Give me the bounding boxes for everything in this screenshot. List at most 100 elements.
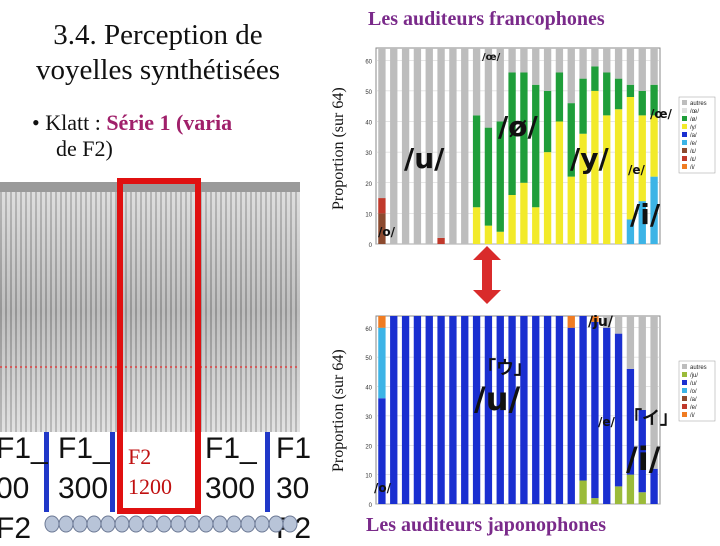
bar-segment (614, 48, 623, 79)
bar-segment (484, 127, 493, 226)
pill-row-decoration (44, 515, 298, 533)
tick-label: 40 (365, 386, 372, 392)
bar-segment (579, 480, 587, 504)
chart-bottom-svg: 0 10 20 30 40 50 60 autres/ju/ /u/ /o/ /a/ /e/ /i/ 「ウ… (365, 314, 716, 509)
bullet-line2: de F2) (56, 136, 113, 161)
bar-segment (567, 316, 575, 328)
double-arrow-icon (473, 246, 501, 304)
tick-label: 40 (365, 121, 372, 127)
bullet-prefix: • Klatt : (32, 110, 107, 135)
bar-segment (626, 84, 635, 97)
bar-segment (638, 48, 646, 91)
bar-segment (591, 316, 599, 322)
ylabel-bottom: Proportion (sur 64) (330, 349, 347, 472)
spectro-label-f1-a: F1_ (0, 432, 48, 465)
tick-label: 50 (365, 90, 372, 96)
bar-segment (579, 133, 587, 244)
chart-annotation: /e/ (598, 415, 616, 429)
legend-swatch (682, 380, 687, 385)
bar-segment (591, 90, 599, 244)
legend-label: /i/ (690, 165, 695, 171)
pill-decoration (128, 515, 144, 533)
pill-decoration (226, 515, 242, 533)
bar-segment (591, 48, 599, 67)
f2-label-name: F2 (128, 444, 152, 469)
legend-label: /y/ (690, 125, 697, 131)
bar-segment (520, 182, 528, 244)
legend-label: /œ/ (690, 109, 699, 115)
pill-decoration (198, 515, 214, 533)
f2-label-value: 1200 (128, 474, 172, 499)
chart-annotation: /œ/ (482, 52, 501, 63)
bar-segment (603, 48, 611, 73)
legend-label: /ɛ/ (690, 157, 696, 163)
tick-label: 20 (365, 444, 372, 450)
pill-decoration (100, 515, 116, 533)
legend-swatch (682, 404, 687, 409)
bar-segment (579, 48, 587, 79)
pill-decoration (184, 515, 200, 533)
bar-segment (508, 195, 516, 244)
pill-decoration (268, 515, 284, 533)
legend-label: /ø/ (690, 117, 697, 123)
bar-segment (543, 152, 552, 244)
bar-segment (591, 498, 599, 504)
legend-label: /o/ (690, 389, 697, 395)
spectro-label-f2-a: F2 (0, 512, 32, 545)
chart-panel-francophones: Les auditeurs francophones Proportion (s… (300, 0, 720, 248)
spectro-label-00: 00 (0, 472, 30, 505)
bar-segment (614, 316, 623, 334)
bar-segment (567, 176, 575, 244)
bar-segment (532, 48, 540, 85)
legend-label: /a/ (690, 397, 697, 403)
bar-segment (567, 327, 575, 504)
bar-segment (508, 48, 516, 73)
bar-segment (650, 115, 658, 177)
f2-label: F2 1200 (128, 442, 172, 502)
legend-swatch (682, 108, 687, 113)
chart-annotation: 「ウ」 (478, 357, 532, 379)
plot-area (375, 47, 661, 245)
chart-annotation: /u/ (474, 380, 520, 418)
spectro-label-f1-b: F1_ (58, 432, 110, 465)
bar-segment (520, 72, 528, 183)
bar-segment (472, 48, 481, 116)
bullet-klatt: • Klatt : Série 1 (varia de F2) (32, 110, 232, 162)
bar-segment (614, 486, 623, 504)
legend-swatch (682, 164, 687, 169)
bar-segment (638, 115, 646, 202)
bar-segment (543, 48, 552, 91)
tick-label: 10 (365, 474, 372, 480)
bar-segment (603, 316, 611, 328)
bar-segment (638, 410, 646, 493)
bar-segment (638, 492, 646, 504)
tick-label: 50 (365, 356, 372, 362)
legend-label: autres (690, 365, 707, 371)
pill-decoration (114, 515, 130, 533)
legend-swatch (682, 364, 687, 369)
legend-swatch (682, 396, 687, 401)
bar-segment (614, 109, 623, 244)
pill-decoration (142, 515, 158, 533)
chart-top-svg: 0 10 20 30 40 50 60 autres/œ/ /ø/ /y/ /a/ /e/ /ɛ/ /ɛ/… (365, 47, 716, 248)
bar-segment (390, 48, 398, 244)
bar-segment (461, 316, 469, 504)
bar-segment (532, 207, 540, 244)
bar-segment (378, 48, 386, 199)
bar-segment (472, 115, 481, 208)
bar-segment (449, 48, 457, 244)
legend-label: /i/ (690, 413, 695, 419)
bar-segment (626, 48, 635, 85)
legend-swatch (682, 100, 687, 105)
bar-segment (626, 97, 635, 220)
pill-decoration (240, 515, 256, 533)
bar-segment (543, 316, 552, 504)
bar-segment (378, 198, 386, 214)
chart-annotation: /y/ (570, 142, 609, 175)
pill-decoration (86, 515, 102, 533)
bar-segment (378, 316, 386, 328)
bar-segment (555, 121, 564, 244)
bar-segment (532, 84, 540, 208)
bar-segment (555, 316, 564, 504)
pill-decoration (72, 515, 88, 533)
